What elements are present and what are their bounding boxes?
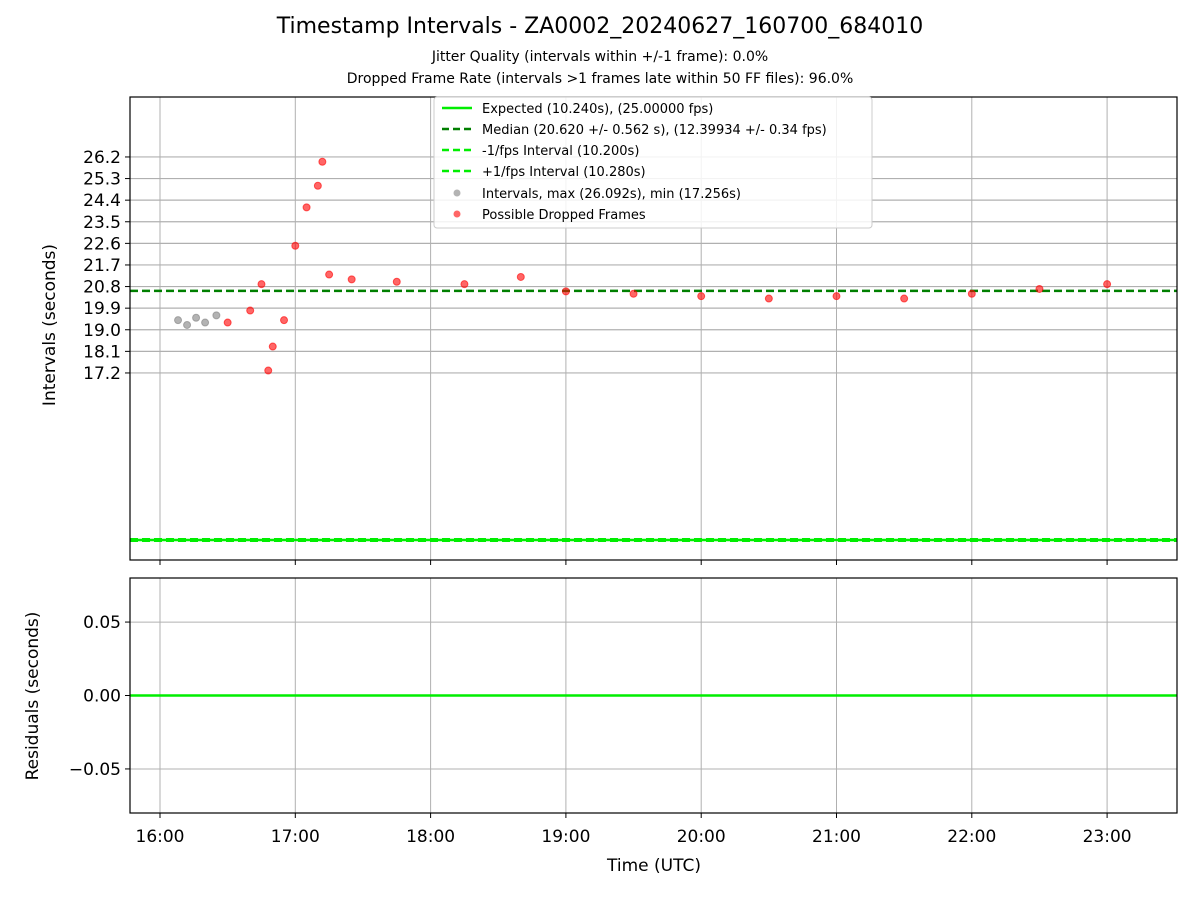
chart-subtitle-jitter: Jitter Quality (intervals within +/-1 fr… [431, 49, 769, 65]
top-gridlines [130, 97, 1177, 560]
chart-title: Timestamp Intervals - ZA0002_20240627_16… [276, 14, 924, 39]
dropped-frame-point [347, 275, 356, 284]
x-axis-label: Time (UTC) [606, 856, 701, 876]
top-y-tick-label: 21.7 [83, 256, 121, 276]
top-y-tick-label: 19.0 [83, 321, 121, 341]
top-y-tick-label: 18.1 [83, 342, 121, 362]
dropped-frame-point [257, 280, 266, 289]
legend-label-median: Median (20.620 +/- 0.562 s), (12.39934 +… [482, 123, 827, 138]
dropped-frame-point [392, 277, 401, 286]
dropped-frame-point [325, 270, 334, 279]
x-tick-label: 19:00 [541, 827, 590, 847]
bottom-y-tick-label: 0.00 [83, 687, 121, 707]
dropped-frame-point [291, 241, 300, 250]
legend-marker-intervals [453, 189, 461, 197]
dropped-frame-point [1103, 280, 1112, 289]
dropped-frame-point [629, 289, 638, 298]
dropped-frame-point [561, 287, 570, 296]
legend: Expected (10.240s), (25.00000 fps) Media… [433, 96, 873, 229]
bottom-x-axis: 16:00 17:00 18:00 19:00 20:00 21:00 22:00 23:00 [136, 813, 1132, 847]
interval-point [174, 316, 183, 325]
top-y-tick-label: 20.8 [83, 278, 121, 298]
dropped-frame-point [764, 294, 773, 303]
x-tick-label: 17:00 [271, 827, 320, 847]
chart-subtitle-dropped: Dropped Frame Rate (intervals >1 frames … [346, 71, 854, 87]
legend-box [433, 96, 873, 229]
dropped-frame-point [313, 181, 322, 190]
dropped-frame-point [516, 272, 525, 281]
x-tick-label: 18:00 [406, 827, 455, 847]
top-y-tick-label: 24.4 [83, 191, 121, 211]
interval-point [201, 318, 210, 327]
top-y-tick-label: 25.3 [83, 170, 121, 190]
x-tick-label: 20:00 [677, 827, 726, 847]
bottom-y-tick-label: −0.05 [69, 760, 121, 780]
interval-point [183, 320, 192, 329]
top-y-tick-label: 26.2 [83, 148, 121, 168]
top-y-tick-label: 23.5 [83, 213, 121, 233]
dropped-frame-point [697, 292, 706, 301]
dropped-frame-point [832, 292, 841, 301]
x-tick-label: 23:00 [1083, 827, 1132, 847]
top-y-tick-label: 19.9 [83, 299, 121, 319]
bottom-y-axis-label: Residuals (seconds) [23, 612, 43, 781]
dropped-frame-point [280, 316, 289, 325]
x-tick-label: 16:00 [136, 827, 185, 847]
top-reference-lines [130, 289, 1177, 542]
dropped-frame-point [900, 294, 909, 303]
interval-point [192, 313, 201, 322]
dropped-frame-point [302, 203, 311, 212]
legend-label-plus-fps: +1/fps Interval (10.280s) [482, 165, 646, 180]
bottom-y-tick-label: 0.05 [83, 613, 121, 633]
legend-label-minus-fps: -1/fps Interval (10.200s) [482, 144, 639, 159]
dropped-frame-point [460, 280, 469, 289]
top-data-points [174, 157, 1112, 375]
legend-marker-dropped [453, 210, 461, 218]
dropped-frame-point [223, 318, 232, 327]
legend-label-intervals: Intervals, max (26.092s), min (17.256s) [482, 187, 741, 202]
bottom-y-axis: 0.05 0.00 −0.05 [69, 613, 130, 780]
legend-label-expected: Expected (10.240s), (25.00000 fps) [482, 102, 713, 117]
dropped-frame-point [268, 342, 277, 351]
interval-point [212, 311, 221, 320]
dropped-frame-point [264, 366, 273, 375]
top-y-axis-label: Intervals (seconds) [40, 244, 60, 406]
dropped-frame-point [967, 289, 976, 298]
top-x-ticks [159, 560, 1108, 565]
dropped-frame-point [318, 157, 327, 166]
x-tick-label: 22:00 [947, 827, 996, 847]
top-y-tick-label: 17.2 [83, 364, 121, 384]
top-y-axis: 26.225.324.423.522.621.720.819.919.018.1… [83, 148, 130, 384]
legend-label-dropped: Possible Dropped Frames [482, 208, 646, 223]
dropped-frame-point [246, 306, 255, 315]
dropped-frame-point [1035, 284, 1044, 293]
x-tick-label: 21:00 [812, 827, 861, 847]
top-y-tick-label: 22.6 [83, 234, 121, 254]
